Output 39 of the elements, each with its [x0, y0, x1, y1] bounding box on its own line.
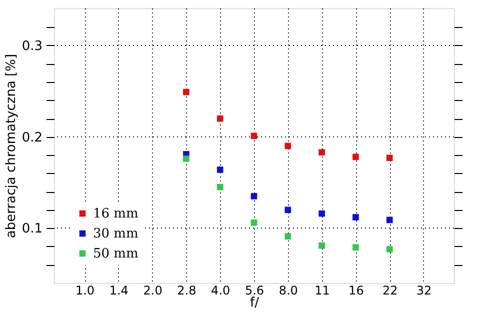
x-tick-label: 2.8	[177, 284, 196, 298]
point	[216, 166, 224, 173]
x-tick-label: 5.6	[244, 284, 264, 298]
x-tick-label: 1.0	[75, 284, 95, 298]
y-axis-title: aberracja chromatyczna [%]	[4, 54, 19, 238]
point	[284, 142, 292, 150]
y-tick-label: 0.3	[22, 38, 42, 54]
point	[318, 242, 325, 249]
point	[284, 206, 292, 214]
x-tick-label: 11	[314, 284, 330, 298]
x-tick-label: 32	[416, 284, 432, 298]
point	[386, 216, 393, 224]
point	[284, 233, 292, 240]
point	[216, 115, 224, 122]
point	[183, 156, 190, 162]
legend-label: 50 mm	[93, 246, 138, 262]
x-tick-label: 22	[382, 284, 398, 298]
point	[352, 214, 359, 220]
point	[352, 244, 359, 251]
legend-label: 16 mm	[93, 206, 138, 222]
point	[318, 210, 325, 217]
point	[183, 88, 190, 96]
x-tick-label: 4.0	[211, 284, 230, 298]
legend-label: 30 mm	[93, 226, 138, 242]
x-tick-label: 8.0	[278, 284, 298, 298]
point	[250, 132, 258, 140]
x-tick-label: 2.0	[143, 284, 162, 298]
x-tick-label: 1.4	[109, 284, 128, 298]
x-tick-label: 16	[348, 284, 364, 298]
y-tick-label: 0.1	[22, 222, 42, 237]
point	[352, 154, 359, 160]
point	[216, 184, 224, 190]
y-tick-label: 0.2	[22, 130, 42, 146]
point	[386, 154, 393, 161]
x-axis-title: f/	[250, 296, 260, 310]
point	[250, 220, 258, 226]
point	[386, 246, 393, 252]
point	[250, 193, 258, 200]
point	[318, 149, 325, 156]
